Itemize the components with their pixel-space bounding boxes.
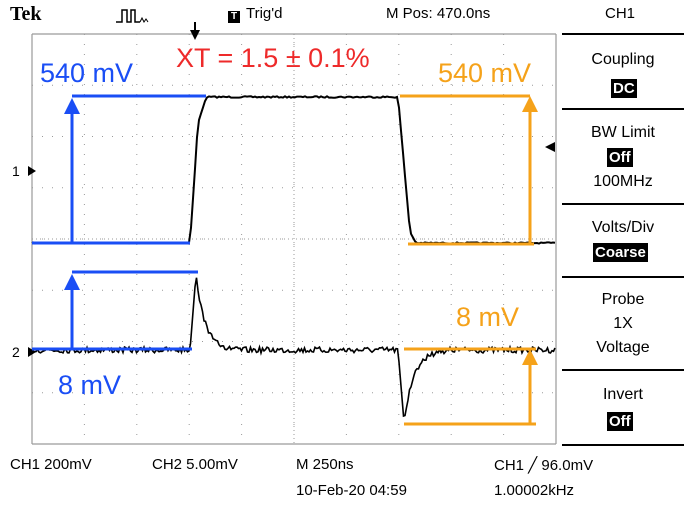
ch1-marker-label: 1 xyxy=(12,163,20,179)
timebase-readout: M 250ns xyxy=(296,456,354,473)
datetime-readout: 10-Feb-20 04:59 xyxy=(296,482,407,499)
ch2-left-amplitude-label: 8 mV xyxy=(58,370,122,400)
menu-divider xyxy=(562,444,684,446)
volts-div-value: Coarse xyxy=(593,243,648,262)
frequency-readout: 1.00002kHz xyxy=(494,482,575,499)
ch1-right-amplitude-marker xyxy=(400,94,538,246)
probe-attenuation: 1X xyxy=(613,315,633,332)
ch1-left-amplitude-marker xyxy=(32,94,206,245)
menu-divider xyxy=(562,369,684,371)
ch1-left-amplitude-label: 540 mV xyxy=(40,58,134,88)
trigger-level-marker xyxy=(545,142,555,152)
ch2-right-amplitude-label: 8 mV xyxy=(456,302,520,332)
graticule xyxy=(31,33,557,445)
ch1-right-amplitude-label: 540 mV xyxy=(438,58,532,88)
trigger-status: T Trig'd xyxy=(228,5,282,23)
menu-divider xyxy=(562,276,684,278)
coupling-label: Coupling xyxy=(591,51,655,68)
coupling-value: DC xyxy=(611,79,637,98)
bw-limit-frequency: 100MHz xyxy=(593,173,653,190)
volts-div-label: Volts/Div xyxy=(591,219,655,236)
ch2-scale-readout: CH2 5.00mV xyxy=(152,456,238,473)
probe-type: Voltage xyxy=(596,339,650,356)
bw-limit-label: BW Limit xyxy=(591,124,655,141)
menu-title: CH1 xyxy=(605,5,636,22)
ch1-ground-marker xyxy=(28,166,36,176)
ch2-left-amplitude-marker xyxy=(32,270,198,351)
menu-divider xyxy=(562,108,684,110)
horizontal-position-readout: M Pos: 470.0ns xyxy=(386,5,491,22)
trigger-state-icon: T xyxy=(228,11,240,23)
bw-limit-value: Off xyxy=(607,148,633,167)
invert-label: Invert xyxy=(602,386,643,403)
menu-divider xyxy=(562,203,684,205)
probe-label: Probe xyxy=(601,291,645,308)
menu-divider xyxy=(562,33,684,35)
trigger-position-marker xyxy=(190,30,200,40)
ch1-scale-readout: CH1 200mV xyxy=(10,456,92,473)
crosstalk-annotation: XT = 1.5 ± 0.1% xyxy=(176,43,370,73)
ch2-marker-label: 2 xyxy=(12,344,20,360)
trigger-level-readout: CH1 ╱ 96.0mV xyxy=(494,457,594,474)
invert-value: Off xyxy=(607,412,633,431)
ch2-right-amplitude-marker xyxy=(404,347,538,426)
brand-logo: Tek xyxy=(10,3,42,25)
